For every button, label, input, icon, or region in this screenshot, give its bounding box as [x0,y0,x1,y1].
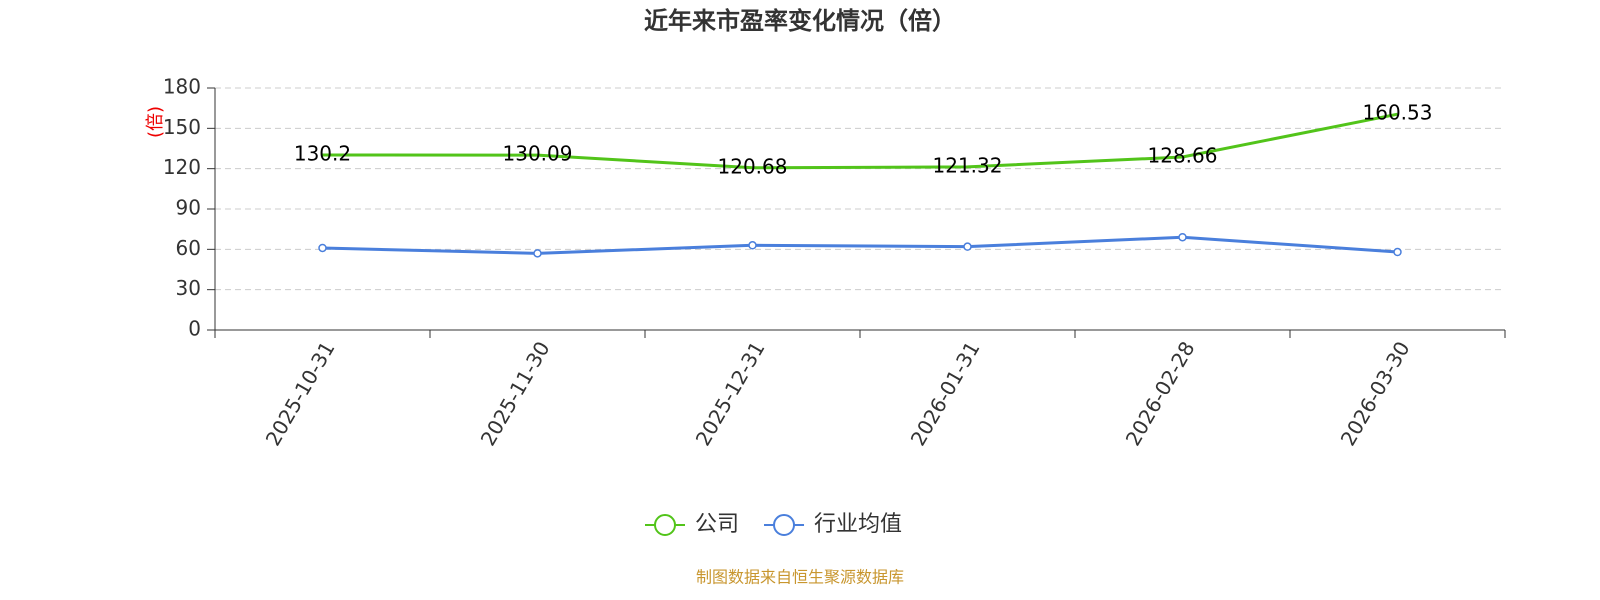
chart-title: 近年来市盈率变化情况（倍） [644,7,956,35]
y-tick-label: 180 [163,75,201,99]
x-tick-label: 2025-12-31 [691,337,770,450]
x-tick-label: 2025-11-30 [476,337,555,450]
source-note: 制图数据来自恒生聚源数据库 [696,568,904,587]
point [963,242,972,251]
y-axis-label: (倍) [145,106,166,138]
series-line [322,112,1398,170]
series-line [322,235,1398,255]
y-tick-label: 120 [163,155,201,179]
legend-label: 行业均值 [814,512,902,537]
legend-marker [654,514,676,536]
y-tick-label: 30 [176,276,201,300]
data-label: 120.68 [718,154,788,178]
x-tick-label: 2026-01-31 [906,337,985,450]
point [1393,247,1402,257]
data-label: 160.53 [1363,101,1433,125]
legend-label: 公司 [695,512,739,537]
point [533,249,542,258]
data-label: 121.32 [933,153,1003,177]
legend-marker [773,514,796,536]
x-tick-label: 2026-02-28 [1121,337,1200,450]
y-tick-label: 0 [188,317,201,341]
y-tick-label: 60 [176,236,201,260]
y-tick-label: 150 [163,115,201,139]
data-label: 130.09 [503,142,573,166]
legend-item: 公司 [645,512,739,537]
data-label: 128.66 [1148,144,1218,168]
x-tick-label: 2025-10-31 [261,337,340,450]
legend-item: 行业均值 [764,512,902,537]
point [318,243,327,253]
point [1178,232,1187,242]
y-tick-label: 90 [176,196,201,220]
point [748,241,757,250]
data-label: 130.2 [294,141,351,165]
x-tick-label: 2026-03-30 [1336,337,1415,450]
